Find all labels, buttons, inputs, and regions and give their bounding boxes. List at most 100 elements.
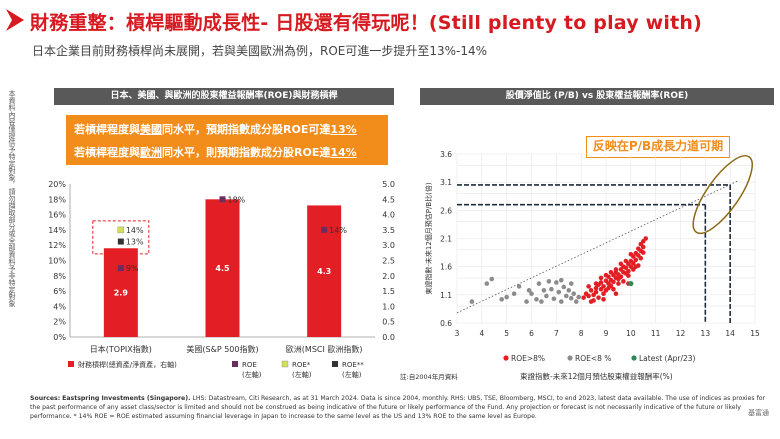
right-y-tick-label: 3.5 [382,226,395,235]
x-tick-label: 13 [701,329,711,338]
roe-below-8-point [576,294,581,300]
projected-roe-highlight-box [92,220,150,255]
roe-above-8-point [601,297,606,302]
legend-label: Latest (Apr/23) [639,354,696,363]
roe-above-8-point [618,274,624,280]
roe-above-8-point [626,268,631,274]
x-tick-label: 12 [676,329,686,338]
roe-below-8-point [516,284,522,289]
roe-marker [117,265,124,272]
x-tick-label: 5 [504,329,509,338]
sources-footnote: Sources: Eastspring Investments (Singapo… [30,395,766,420]
right-y-tick-label: 4.0 [382,211,395,220]
legend-marker [503,355,509,361]
leverage-bar-label: 4.3 [317,267,331,276]
roe-us-leverage-label: 14% [126,226,144,235]
pb-roe-scatter-chart: 3 4 5 6 7 8 9 10 11 12 13 14 15 0.6 1.1 1.6 2.1 2.6 3.1 3.6… [400,150,760,381]
roe-above-8-point [633,257,639,263]
roe-above-8-point [638,255,644,261]
roe-below-8-point [549,286,554,292]
chart-note: 註:自2004年月資料 [400,372,458,381]
roe-below-8-point [534,297,539,302]
roe-above-8-point [623,258,629,264]
leverage-bar [103,248,138,337]
left-y-tick-label: 14% [48,226,66,235]
roe-below-8-point [561,284,567,290]
roe-below-8-point [546,279,552,284]
left-y-tick-label: 10% [48,257,66,266]
legend-marker [631,355,637,361]
left-y-tick-label: 2% [53,318,66,327]
legend-label: ROE<8 % [575,354,611,363]
x-tick-label: 9 [604,329,609,338]
roe-below-8-point [573,299,579,304]
roe-below-8-point [571,291,577,297]
right-y-tick-label: 5.0 [382,180,395,189]
y-axis-title: 東證指數-未來12個月預估P/B比(倍) [424,182,433,295]
x-tick-label: 11 [651,329,661,338]
roe-below-8-point [539,299,544,304]
y-tick-label: 0.6 [440,319,452,328]
right-y-tick-label: 0.0 [382,333,395,342]
x-tick-label: 4 [479,329,484,338]
roe-below-8-point [484,281,490,286]
footer-brand: 基富通 [748,409,769,417]
x-tick-label: 7 [554,329,559,338]
right-y-tick-label: 0.5 [382,318,395,327]
roe-above-8-point [611,279,616,285]
roe-below-8-point [504,294,509,300]
leverage-bar-label: 4.5 [215,264,230,273]
legend-marker [567,355,573,361]
roe-below-8-point [568,295,574,301]
roe-above-8-point [613,267,619,272]
right-y-tick-label: 3.0 [382,241,395,250]
category-label: 歐洲(MSCI 歐洲指數) [286,344,363,354]
roe-below-8-point [568,281,574,286]
right-y-tick-label: 2.5 [382,257,395,266]
left-y-tick-label: 8% [53,272,66,281]
legend-label: ROE** [342,361,364,369]
page-subtitle: 日本企業目前財務槓桿尚未展開，若與美國歐洲為例，ROE可進一步提升至13%-14… [32,44,488,58]
roe-below-8-point [469,299,475,304]
legend-swatch [232,361,238,367]
roe-below-8-point [499,297,504,302]
legend-swatch [332,361,338,367]
x-tick-label: 15 [750,329,760,338]
roe-above-8-point [633,264,639,269]
roe-above-8-point [640,250,646,255]
roe-below-8-point [559,299,564,304]
trendline [456,180,738,314]
roe-below-8-point [541,288,547,293]
left-y-tick-label: 0% [53,333,66,342]
roe-above-8-point [593,289,599,295]
roe-above-8-point [613,291,619,297]
roe-above-8-point [643,236,649,241]
roe-above-8-point [601,291,606,297]
highlight-oval [692,155,753,235]
category-label: 日本(TOPIX指數) [90,344,152,354]
x-tick-label: 3 [455,329,460,338]
roe-below-8-point [524,299,529,304]
roe-above-8-point [608,270,614,275]
legend-swatch [281,360,289,368]
legend-label: ROE* [292,361,311,369]
roe-below-8-point [529,291,534,297]
roe-above-8-point [611,286,616,292]
left-y-tick-label: 18% [48,195,66,204]
roe-below-8-point [551,296,557,302]
roe-leverage-bar-chart: 0% 2% 4% 6% 8% 10% 12% 14% 16% 18% 20% 0.0 0.5 1.0 1.5… [48,180,395,379]
roe-below-8-point [554,280,559,285]
leverage-bar [205,199,240,337]
y-tick-label: 3.1 [440,178,452,187]
right-panel-header: 股價淨值比 (P/B) vs 股東權益報酬率(ROE) [420,88,774,105]
roe-eu-leverage-marker [117,238,124,245]
legend-label: (左軸) [292,370,312,379]
left-y-tick-label: 4% [53,302,66,311]
roe-marker-label: 18% [228,195,246,204]
roe-above-8-point [588,288,594,293]
roe-eu-leverage-label: 13% [126,238,144,247]
roe-below-8-point [559,277,564,283]
roe-above-8-point [628,251,634,257]
roe-above-8-point [603,272,609,278]
leverage-bar-label: 2.9 [114,289,129,298]
